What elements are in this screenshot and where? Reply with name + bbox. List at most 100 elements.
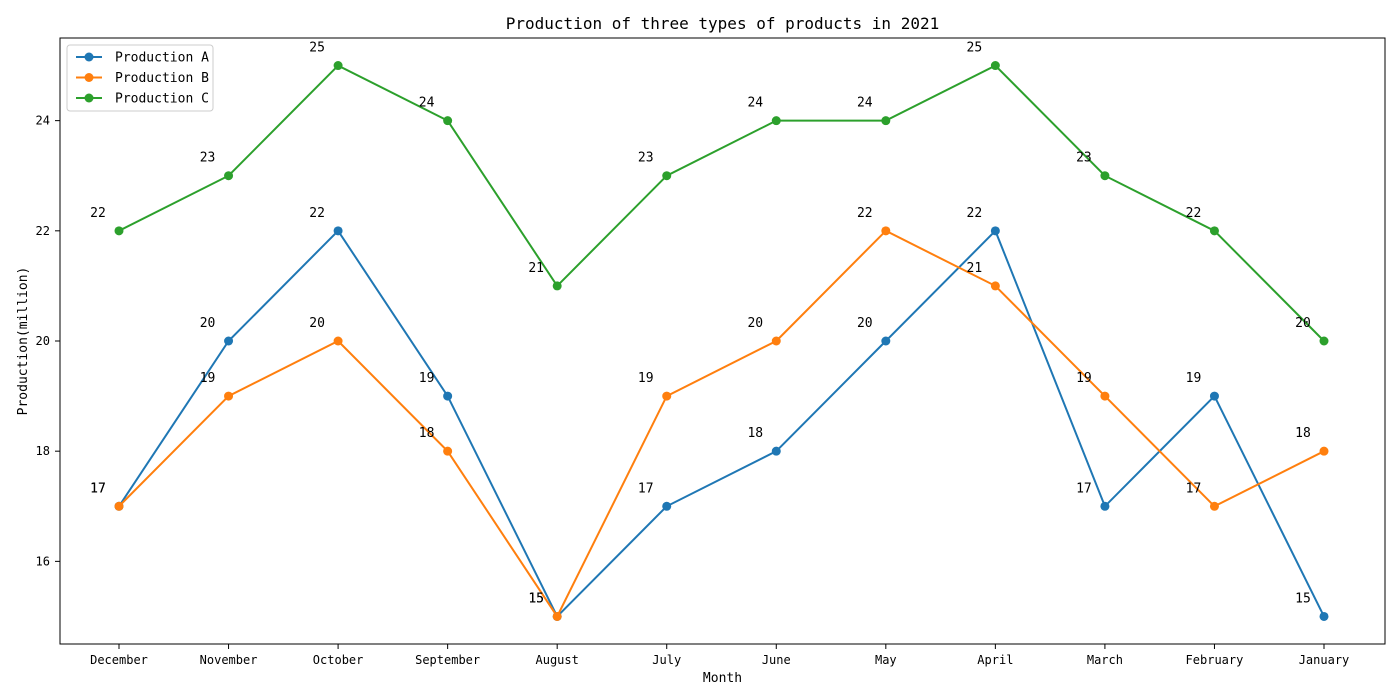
series-1-point: [1319, 611, 1329, 621]
y-tick-label: 24: [36, 114, 50, 128]
series-3-point: [1319, 336, 1329, 346]
series-1-point: [1100, 501, 1110, 511]
series-3-point: [443, 116, 453, 126]
series-3-point: [224, 171, 234, 181]
x-tick-label: August: [536, 653, 579, 667]
series-1-point: [771, 446, 781, 456]
y-tick-label: 20: [36, 334, 50, 348]
data-label: 22: [1186, 206, 1202, 221]
series-2-point: [1319, 446, 1329, 456]
data-label: 24: [857, 96, 873, 111]
data-label: 17: [1076, 481, 1092, 496]
series-3-point: [333, 61, 343, 71]
data-label: 19: [638, 371, 654, 386]
x-tick-label: July: [652, 653, 681, 667]
data-label: 25: [309, 41, 325, 56]
series-2-point: [1100, 391, 1110, 401]
data-label: 21: [967, 261, 983, 276]
series-line-2: [118, 229, 1325, 619]
data-label: 19: [200, 371, 216, 386]
data-label: 23: [1076, 151, 1092, 166]
data-label: 24: [747, 96, 763, 111]
data-label: 19: [1186, 371, 1202, 386]
data-label: 24: [419, 96, 435, 111]
legend-box: [66, 44, 214, 112]
series-2-point: [224, 391, 234, 401]
legend-marker: [84, 73, 94, 82]
data-label: 18: [747, 426, 763, 441]
plot-area-frame: [59, 37, 1386, 645]
series-3-point: [1100, 171, 1110, 181]
x-tick-label: June: [762, 653, 791, 667]
x-tick-label: April: [977, 653, 1013, 667]
data-label: 22: [309, 206, 325, 221]
data-label: 19: [1076, 371, 1092, 386]
series-3-point: [114, 226, 124, 236]
y-tick-label: 22: [36, 224, 50, 238]
x-tick-label: March: [1087, 653, 1123, 667]
data-label: 21: [528, 261, 544, 276]
data-label: 15: [528, 591, 544, 606]
y-axis-label: Production(million): [16, 267, 31, 416]
series-line-3: [118, 64, 1325, 342]
data-label: 20: [200, 316, 216, 331]
series-1-point: [333, 226, 343, 236]
data-label: 19: [419, 371, 435, 386]
data-label: 18: [419, 426, 435, 441]
x-tick-label: May: [875, 653, 897, 667]
y-tick-label: 16: [36, 554, 50, 568]
data-label: 17: [1186, 481, 1202, 496]
legend-marker: [84, 93, 94, 103]
data-label: 17: [90, 481, 106, 496]
data-label: 25: [967, 41, 983, 56]
data-label: 22: [857, 206, 873, 221]
series-line-1: [118, 229, 1325, 619]
data-label: 17: [90, 481, 106, 496]
data-label: 17: [638, 481, 654, 496]
x-tick-label: January: [1299, 653, 1350, 667]
series-2-point: [114, 501, 124, 511]
series-2-point: [443, 446, 453, 456]
data-label: 15: [528, 591, 544, 606]
data-label: 20: [1295, 316, 1311, 331]
data-label: 20: [857, 316, 873, 331]
series-3-point: [771, 116, 781, 126]
series-1-point: [1209, 391, 1219, 401]
series-2-point: [990, 281, 1000, 291]
legend-label: Production C: [115, 92, 209, 107]
series-1-point: [443, 391, 453, 401]
series-3-point: [1209, 226, 1219, 236]
series-2-point: [771, 336, 781, 346]
x-tick-label: December: [90, 653, 148, 667]
series-3-point: [662, 171, 672, 181]
data-label: 23: [200, 151, 216, 166]
series-2-point: [662, 391, 672, 401]
series-1-point: [881, 336, 891, 346]
data-label: 20: [747, 316, 763, 331]
series-2-point: [1209, 501, 1219, 511]
x-tick-label: September: [415, 653, 480, 667]
series-1-point: [662, 501, 672, 511]
legend-label: Production B: [115, 71, 209, 86]
x-axis-label: Month: [703, 671, 742, 686]
data-label: 22: [967, 206, 983, 221]
data-label: 23: [638, 151, 654, 166]
series-2-point: [333, 336, 343, 346]
data-label: 22: [90, 206, 106, 221]
series-2-point: [552, 611, 562, 621]
data-label: 15: [1295, 591, 1311, 606]
y-tick-label: 18: [36, 444, 50, 458]
series-1-point: [990, 226, 1000, 236]
legend-label: Production A: [115, 51, 209, 66]
series-1-point: [224, 336, 234, 346]
series-3-point: [881, 116, 891, 126]
data-label: 20: [309, 316, 325, 331]
x-tick-label: November: [200, 653, 258, 667]
series-2-point: [881, 226, 891, 236]
legend-marker: [84, 52, 94, 62]
chart-title: Production of three types of products in…: [506, 14, 939, 33]
x-tick-label: February: [1186, 653, 1244, 667]
x-tick-label: October: [313, 653, 364, 667]
